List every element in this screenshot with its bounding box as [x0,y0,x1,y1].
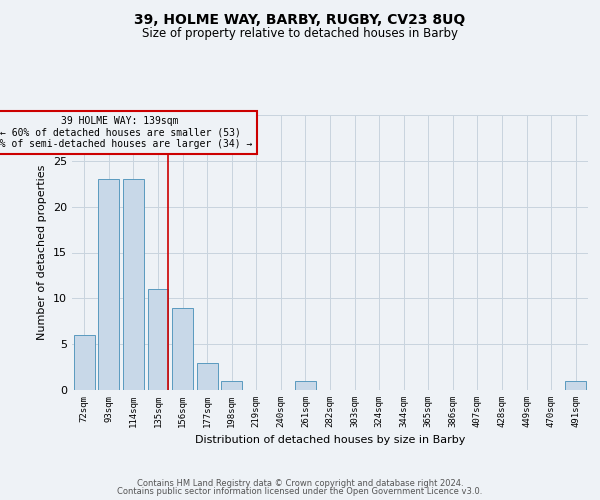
Bar [98,179,119,390]
Bar [123,179,144,390]
Text: Size of property relative to detached houses in Barby: Size of property relative to detached ho… [142,28,458,40]
Bar [74,335,95,390]
Y-axis label: Number of detached properties: Number of detached properties [37,165,47,340]
Text: Contains public sector information licensed under the Open Government Licence v3: Contains public sector information licen… [118,487,482,496]
Bar [172,308,193,390]
Bar [197,362,218,390]
Bar [565,381,586,390]
Bar [148,289,169,390]
X-axis label: Distribution of detached houses by size in Barby: Distribution of detached houses by size … [195,436,465,446]
Bar [295,381,316,390]
Text: Contains HM Land Registry data © Crown copyright and database right 2024.: Contains HM Land Registry data © Crown c… [137,478,463,488]
Text: 39, HOLME WAY, BARBY, RUGBY, CV23 8UQ: 39, HOLME WAY, BARBY, RUGBY, CV23 8UQ [134,12,466,26]
Text: 39 HOLME WAY: 139sqm
← 60% of detached houses are smaller (53)
39% of semi-detac: 39 HOLME WAY: 139sqm ← 60% of detached h… [0,116,253,149]
Bar [221,381,242,390]
